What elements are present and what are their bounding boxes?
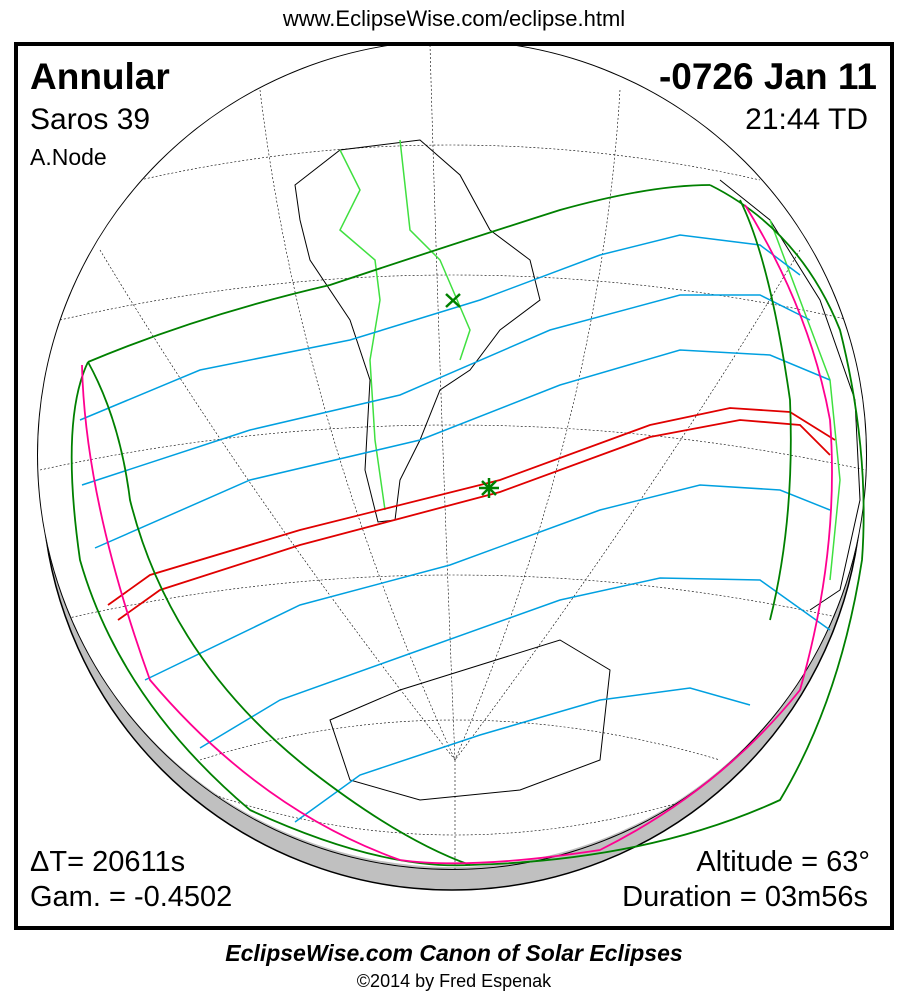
footer-title: EclipseWise.com Canon of Solar Eclipses [225, 940, 683, 966]
duration: Duration = 03m56s [622, 881, 868, 913]
gamma: Gam. = -0.4502 [30, 881, 233, 913]
copyright: ©2014 by Fred Espenak [356, 971, 552, 991]
eclipse-date: -0726 Jan 11 [658, 56, 877, 97]
delta-t: ΔT= 20611s [30, 846, 186, 878]
outer-limits [70, 184, 865, 867]
node-label: A.Node [30, 144, 107, 170]
eclipse-globe-map [37, 46, 867, 891]
penumbral-limit-lines [79, 234, 831, 823]
greatest-eclipse-sun-marker [479, 478, 499, 498]
rise-set-curve [81, 204, 833, 865]
saros-number: Saros 39 [30, 103, 151, 136]
map-frame [14, 42, 894, 930]
graticule [39, 46, 867, 870]
subsolar-x-marker [445, 293, 461, 308]
globe-day-side [37, 46, 867, 867]
sun-altitude: Altitude = 63° [696, 846, 870, 878]
eclipse-time: 21:44 TD [745, 103, 868, 136]
eclipse-type: Annular [30, 56, 170, 97]
url-header: www.EclipseWise.com/eclipse.html [282, 6, 626, 31]
